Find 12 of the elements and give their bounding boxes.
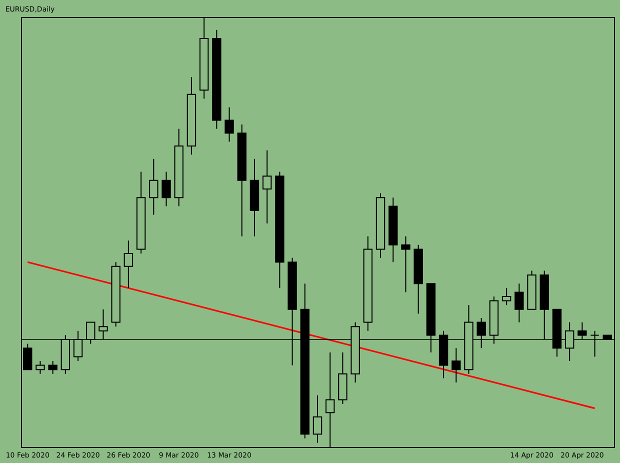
candlestick — [502, 287, 512, 306]
candlestick — [312, 394, 322, 444]
candlestick — [124, 240, 134, 288]
candlestick — [262, 150, 272, 224]
candlestick — [452, 348, 461, 383]
candlestick — [514, 283, 524, 323]
candlestick — [162, 171, 171, 207]
candlestick — [401, 236, 410, 293]
candlestick — [48, 360, 58, 374]
candlestick — [36, 360, 45, 374]
candlestick — [224, 106, 234, 142]
candlestick — [149, 158, 158, 216]
